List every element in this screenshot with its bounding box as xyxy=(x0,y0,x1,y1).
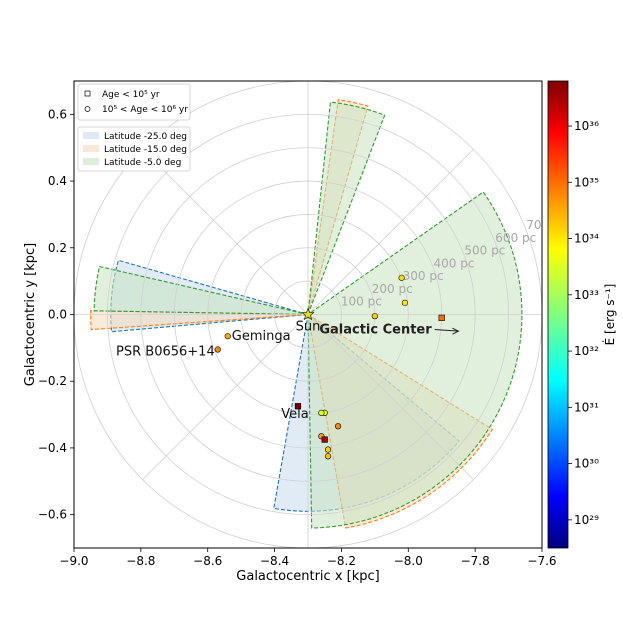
colorbar-gradient xyxy=(547,80,569,549)
pulsar-point-1 xyxy=(214,346,221,353)
grid-spoke-315 xyxy=(307,314,474,480)
pulsar-point-6 xyxy=(398,274,405,281)
sun-label: Sun xyxy=(296,320,321,335)
region-sector-2-0 xyxy=(307,191,523,529)
x-tick-label: −7.8 xyxy=(461,554,490,568)
x-tick-label: −7.6 xyxy=(527,554,556,568)
legend-region-label: Latitude -25.0 deg xyxy=(104,132,187,142)
y-axis-label: Galactocentric y [kpc] xyxy=(23,243,38,386)
colorbar-tick-label: 10³¹ xyxy=(574,400,599,414)
pulsar-point-4 xyxy=(371,313,378,320)
x-tick-label: −8.2 xyxy=(327,554,356,568)
colorbar-tick-label: 10³⁰ xyxy=(574,457,599,471)
colorbar-tick-label: 10³³ xyxy=(574,288,599,302)
y-tick-label: 0.6 xyxy=(48,107,67,121)
y-axis-ticks: 0.6 0.4 0.2 0.0 −0.2 −0.4 −0.6 xyxy=(38,107,74,522)
annotation-arrow-line xyxy=(434,329,459,332)
legend-swatch xyxy=(83,132,99,139)
region-sector-2-1 xyxy=(307,101,386,315)
pulsar-point-9 xyxy=(334,423,342,430)
legend-swatch xyxy=(83,145,99,152)
ring-label: 700 pc xyxy=(526,218,567,232)
legend-box xyxy=(77,83,191,121)
y-tick-label: −0.2 xyxy=(38,374,67,388)
pulsar-point-13 xyxy=(324,453,332,460)
legend-marker-types: Age < 10⁵ yr 10⁵ < Age < 10⁶ yr xyxy=(77,83,191,121)
y-tick-label: −0.4 xyxy=(38,441,67,455)
colorbar-tick-label: 10³⁶ xyxy=(574,119,599,133)
region-sector-1-2 xyxy=(90,310,309,331)
colorbar-tick-label: 10³⁴ xyxy=(574,232,599,246)
legend-marker-label: 10⁵ < Age < 10⁶ yr xyxy=(102,105,188,115)
pulsar-point-8 xyxy=(318,409,325,417)
pulsar-point-3 xyxy=(438,314,445,321)
grid-spoke-45 xyxy=(307,149,474,315)
legend-square-marker xyxy=(84,90,91,97)
legend-marker-label: Age < 10⁵ yr xyxy=(102,90,160,100)
x-axis-label: Galactocentric x [kpc] xyxy=(236,569,379,584)
grid-spoke-135 xyxy=(142,149,309,315)
annotation-arrow-head xyxy=(452,327,460,335)
legend-region-label: Latitude -5.0 deg xyxy=(104,158,181,168)
polar-grid xyxy=(74,81,542,548)
legend-swatch xyxy=(83,158,99,165)
pulsar-label: Vela xyxy=(281,407,308,422)
x-axis-ticks: −9.0 −8.8 −8.6 −8.4 −8.2 −8.0 −7.8 −7.6 xyxy=(59,548,557,568)
colorbar: 10²⁹ 10³⁰ 10³¹ 10³² 10³³ 10³⁴ 10³⁵ 10³⁶ Ė [erg s… xyxy=(547,80,617,549)
y-tick-label: 0.2 xyxy=(48,241,67,255)
legend-region-label: Latitude -15.0 deg xyxy=(104,145,187,155)
x-tick-label: −9.0 xyxy=(59,554,88,568)
pulsar-point-12 xyxy=(324,446,332,453)
legend-circle-marker xyxy=(84,106,91,112)
ring-label: 400 pc xyxy=(434,256,475,270)
colorbar-label: Ė [erg s⁻¹] xyxy=(602,284,617,346)
y-tick-label: 0.0 xyxy=(48,308,67,322)
x-tick-label: −8.0 xyxy=(394,554,423,568)
pulsar-points: Geminga PSR B0656+14 Vela xyxy=(116,274,445,460)
colorbar-tick-label: 10³⁵ xyxy=(574,175,599,189)
y-tick-label: −0.6 xyxy=(38,508,67,522)
pulsar-label: Geminga xyxy=(232,329,291,344)
ring-label: 100 pc xyxy=(341,295,382,309)
y-tick-label: 0.4 xyxy=(48,174,67,188)
sun-marker xyxy=(301,307,315,321)
region-sector-2-2 xyxy=(93,265,309,316)
annotation-label: Galactic Center xyxy=(319,323,432,338)
x-tick-label: −8.8 xyxy=(126,554,155,568)
ring-label: 600 pc xyxy=(495,231,536,245)
pulsar-point-0 xyxy=(224,333,231,340)
colorbar-tick-label: 10³² xyxy=(574,344,599,358)
ring-label: 200 pc xyxy=(372,282,413,296)
colorbar-tick-label: 10²⁹ xyxy=(574,513,599,527)
ring-label: 500 pc xyxy=(464,244,505,258)
angle-label: 90° xyxy=(297,59,318,73)
pulsar-point-2 xyxy=(294,403,302,410)
legend-box xyxy=(77,126,191,172)
pulsar-label: PSR B0656+14 xyxy=(116,345,215,360)
latitude-regions xyxy=(90,99,523,529)
legend-latitude-regions: Latitude -25.0 deg Latitude -15.0 deg Lati… xyxy=(77,126,191,172)
pulsar-point-11 xyxy=(321,436,328,443)
ring-label: 300 pc xyxy=(403,269,444,283)
grid-spoke-225 xyxy=(142,314,309,480)
x-tick-label: −8.4 xyxy=(260,554,289,568)
pulsar-point-5 xyxy=(401,299,409,306)
x-tick-label: −8.6 xyxy=(193,554,222,568)
